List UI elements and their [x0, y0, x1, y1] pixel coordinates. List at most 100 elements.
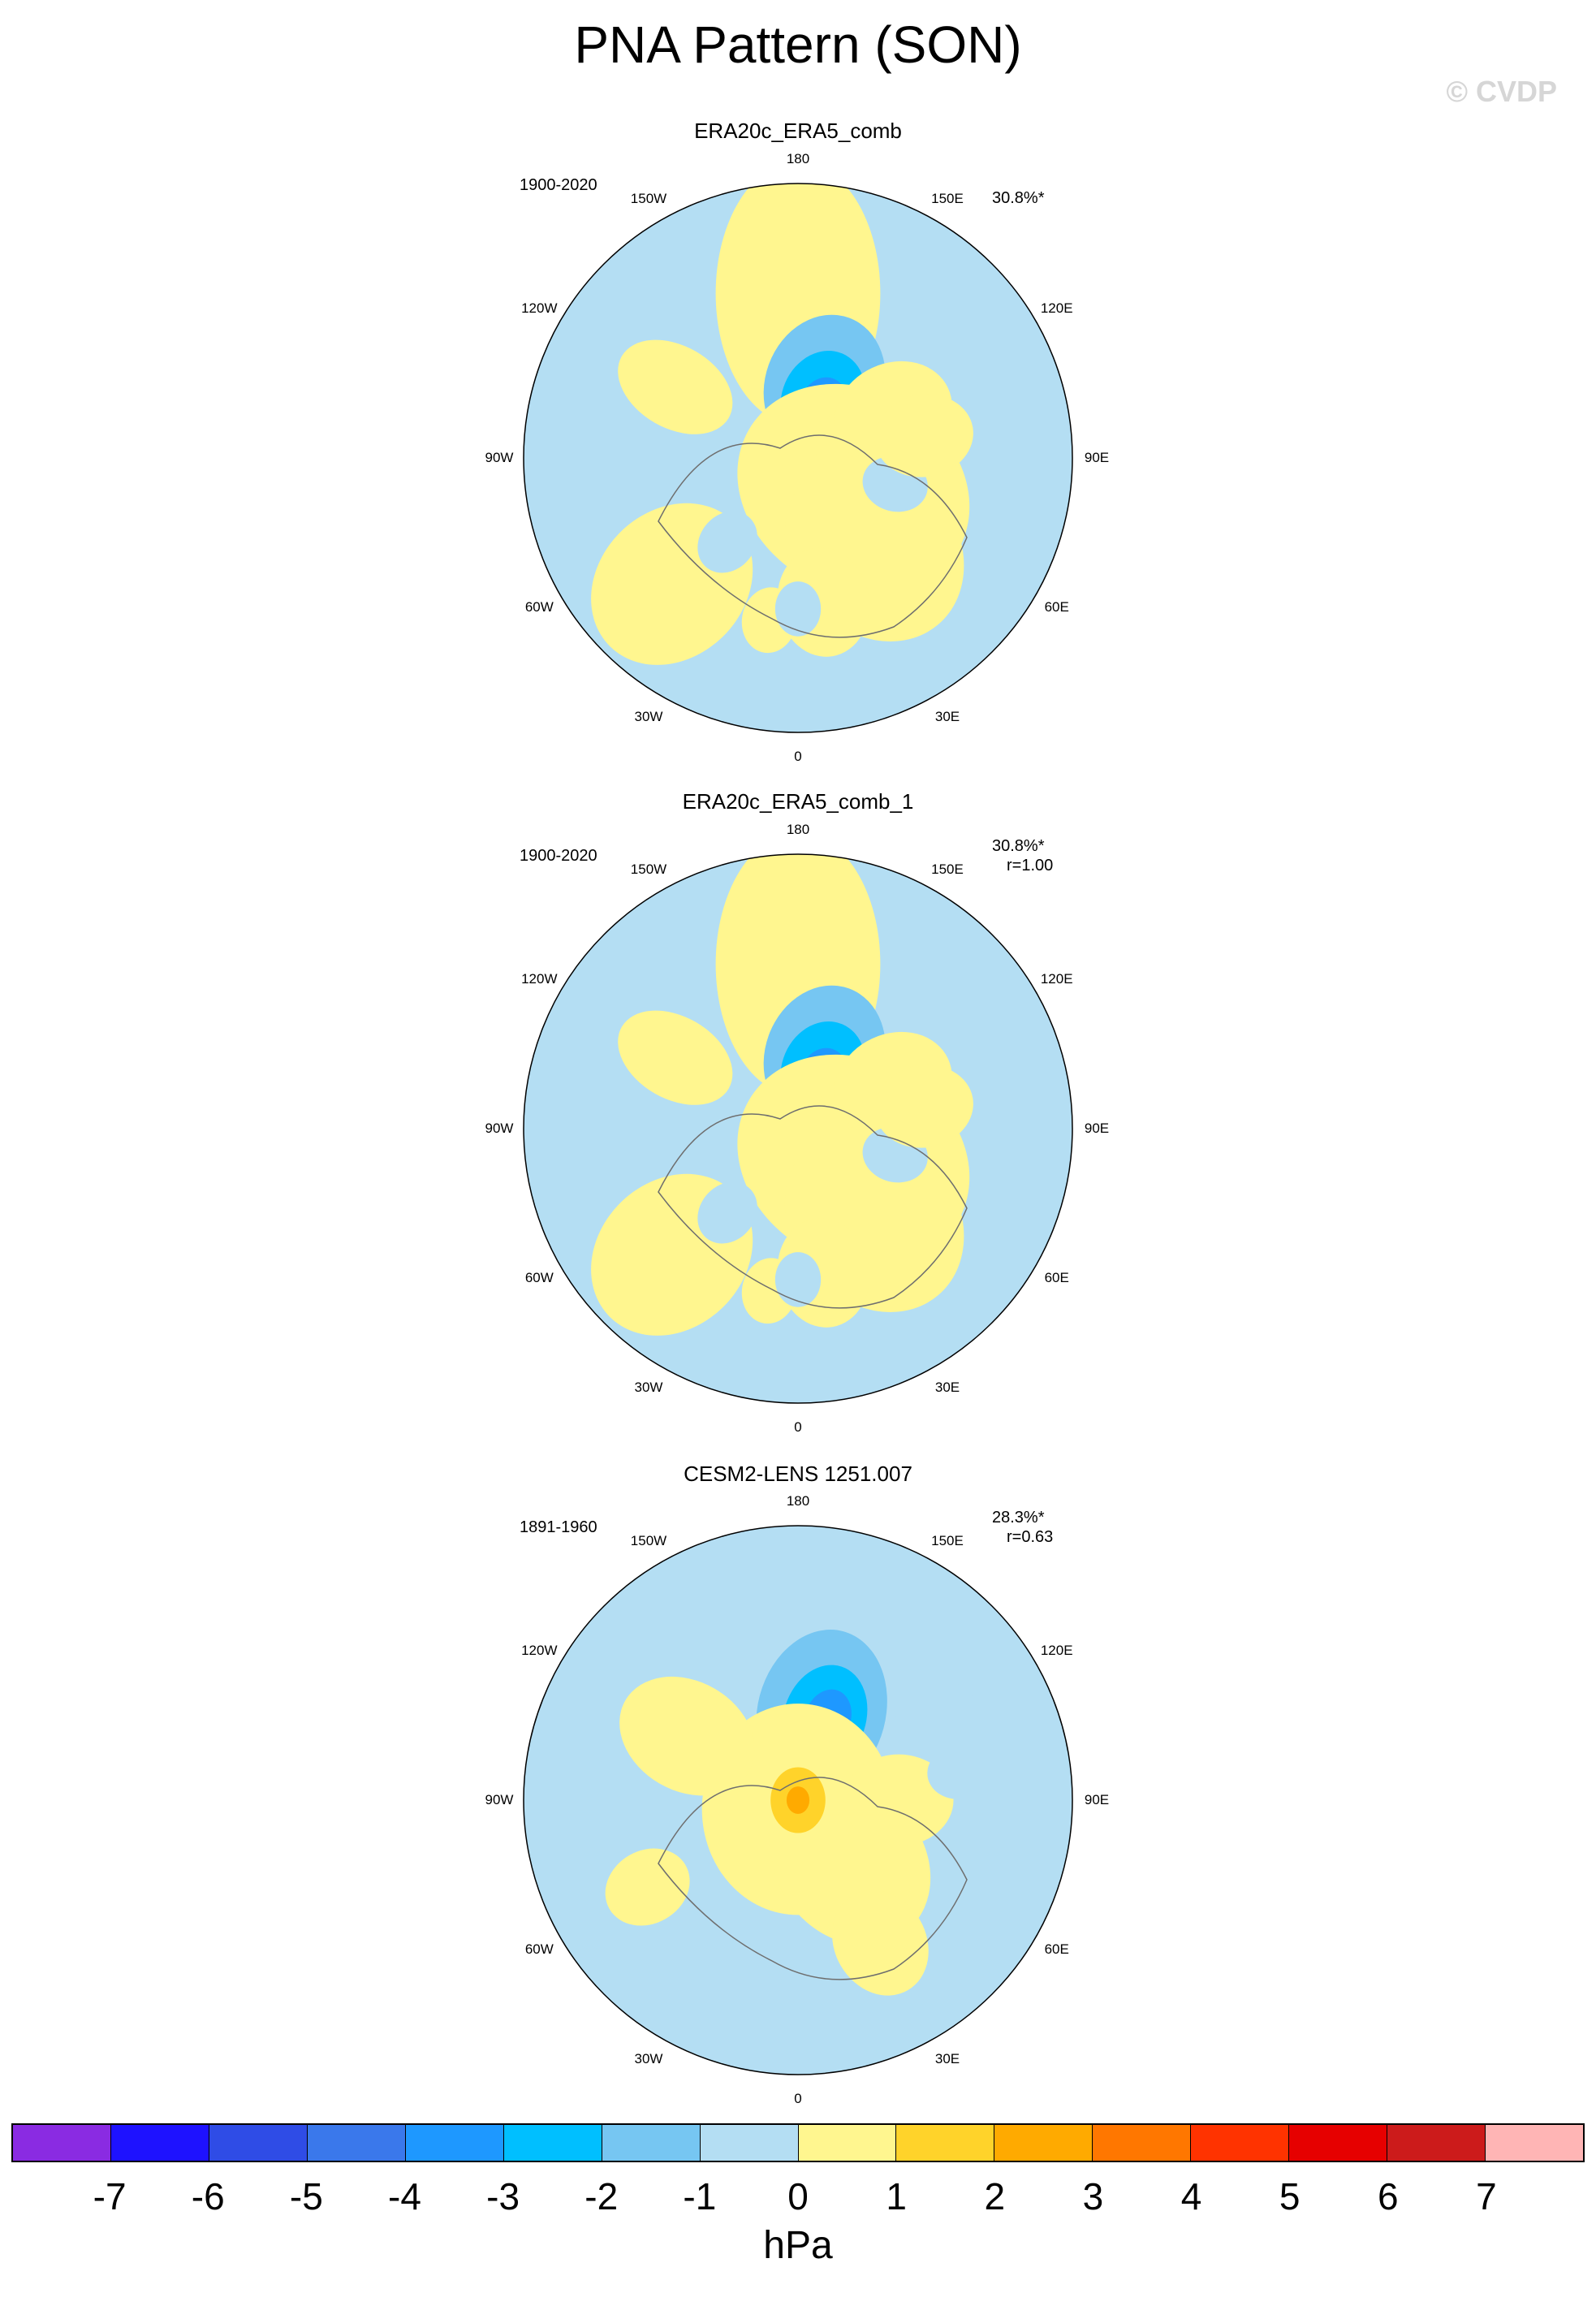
longitude-label: 0 — [794, 1419, 802, 1435]
anomaly-contour — [697, 511, 757, 573]
colorbar-tick-label: -7 — [93, 2175, 127, 2217]
longitude-label: 90W — [485, 1792, 514, 1807]
longitude-label: 30W — [634, 1379, 663, 1395]
colorbar-segment — [13, 2125, 111, 2161]
anomaly-contour — [697, 1181, 757, 1244]
colorbar — [11, 2123, 1585, 2162]
anomaly-contour — [774, 1252, 822, 1307]
colorbar-unit: hPa — [763, 2224, 833, 2267]
longitude-label: 60E — [1044, 599, 1069, 615]
colorbar-tick-label: 5 — [1279, 2175, 1301, 2217]
colorbar-segment — [209, 2125, 308, 2161]
colorbar-segment — [1486, 2125, 1583, 2161]
colorbar-tick-label: -2 — [584, 2175, 619, 2217]
pattern-correlation: r=1.00 — [1007, 857, 1054, 874]
longitude-label: 90E — [1084, 450, 1110, 465]
anomaly-contour — [619, 1676, 755, 1796]
colorbar-segment — [110, 2125, 209, 2161]
anomaly-contour — [894, 1681, 979, 1759]
longitude-label: 60W — [524, 1941, 554, 1957]
colorbar-segment — [994, 2125, 1093, 2161]
colorbar-tick-label: -5 — [289, 2175, 323, 2217]
figure-title: PNA Pattern (SON) — [574, 15, 1022, 74]
anomaly-contour — [927, 1743, 994, 1799]
longitude-label: 150W — [630, 1533, 667, 1549]
panel-title: ERA20c_ERA5_comb — [694, 119, 902, 143]
colorbar-segment — [307, 2125, 406, 2161]
colorbar-segment — [1191, 2125, 1290, 2161]
panel-title: CESM2-LENS 1251.007 — [684, 1462, 912, 1486]
anomaly-contour — [843, 1754, 954, 1846]
colorbar-tick-label: 1 — [886, 2175, 907, 2217]
anomaly-contour — [832, 1889, 929, 1996]
longitude-label: 120E — [1040, 971, 1073, 987]
colorbar-tick-label: 3 — [1082, 2175, 1104, 2217]
longitude-label: 90W — [485, 450, 514, 465]
longitude-label: 30W — [634, 2050, 663, 2066]
anomaly-contour — [874, 1064, 973, 1148]
longitude-label: 150W — [630, 191, 667, 207]
colorbar-segment — [896, 2125, 995, 2161]
longitude-label: 60E — [1044, 1941, 1069, 1957]
longitude-label: 30E — [934, 1379, 960, 1395]
anomaly-field — [524, 184, 1072, 732]
coastline — [658, 434, 968, 638]
panel-years: 1900-2020 — [520, 847, 597, 865]
anomaly-contour — [786, 1786, 810, 1814]
polar-map — [523, 853, 1073, 1404]
longitude-label: 30E — [934, 708, 960, 724]
polar-map — [523, 1525, 1073, 2075]
cvdp-watermark: © CVDP — [1446, 75, 1557, 108]
longitude-label: 60W — [524, 599, 554, 615]
longitude-label: 150E — [931, 1533, 964, 1549]
anomaly-field — [524, 1526, 1072, 2075]
colorbar-segment — [1093, 2125, 1192, 2161]
colorbar-tick-label: 4 — [1180, 2175, 1202, 2217]
longitude-label: 150E — [931, 862, 964, 878]
colorbar-tick-label: 2 — [984, 2175, 1006, 2217]
colorbar-segment — [1289, 2125, 1388, 2161]
variance-explained: 30.8%* — [992, 189, 1045, 207]
longitude-label: 180 — [786, 1493, 810, 1509]
colorbar-tick-label: -1 — [683, 2175, 717, 2217]
longitude-label: 120W — [521, 300, 558, 316]
longitude-label: 60E — [1044, 1270, 1069, 1285]
longitude-label: 120W — [521, 971, 558, 987]
longitude-label: 150W — [630, 862, 667, 878]
colorbar-tick-label: 7 — [1476, 2175, 1497, 2217]
colorbar-tick-label: 0 — [787, 2175, 809, 2217]
anomaly-contour — [618, 1010, 733, 1105]
longitude-label: 60W — [524, 1270, 554, 1285]
longitude-label: 120E — [1040, 1643, 1073, 1658]
variance-explained: 28.3%* — [992, 1509, 1045, 1527]
longitude-label: 30E — [934, 2050, 960, 2066]
panel-years: 1891-1960 — [520, 1518, 597, 1536]
longitude-label: 120W — [521, 1643, 558, 1658]
colorbar-tick-label: -6 — [191, 2175, 225, 2217]
colorbar-segment — [405, 2125, 504, 2161]
longitude-label: 180 — [786, 822, 810, 837]
longitude-label: 90E — [1084, 1792, 1110, 1807]
polar-map — [523, 183, 1073, 733]
map-border — [523, 853, 1073, 1404]
longitude-label: 90E — [1084, 1121, 1110, 1136]
anomaly-contour — [618, 339, 733, 434]
longitude-label: 150E — [931, 191, 964, 207]
longitude-label: 120E — [1040, 300, 1073, 316]
longitude-label: 0 — [794, 2091, 802, 2106]
longitude-label: 30W — [634, 708, 663, 724]
map-border — [523, 183, 1073, 733]
longitude-label: 0 — [794, 749, 802, 764]
panel-years: 1900-2020 — [520, 176, 597, 194]
anomaly-field — [524, 854, 1072, 1403]
anomaly-contour — [774, 581, 822, 637]
colorbar-segment — [798, 2125, 897, 2161]
colorbar-tick-label: 6 — [1377, 2175, 1399, 2217]
colorbar-segment — [602, 2125, 701, 2161]
longitude-label: 90W — [485, 1121, 514, 1136]
colorbar-tick-label: -4 — [388, 2175, 421, 2217]
longitude-label: 180 — [786, 151, 810, 166]
pattern-correlation: r=0.63 — [1007, 1528, 1054, 1546]
coastline — [658, 1777, 968, 1980]
colorbar-segment — [503, 2125, 602, 2161]
